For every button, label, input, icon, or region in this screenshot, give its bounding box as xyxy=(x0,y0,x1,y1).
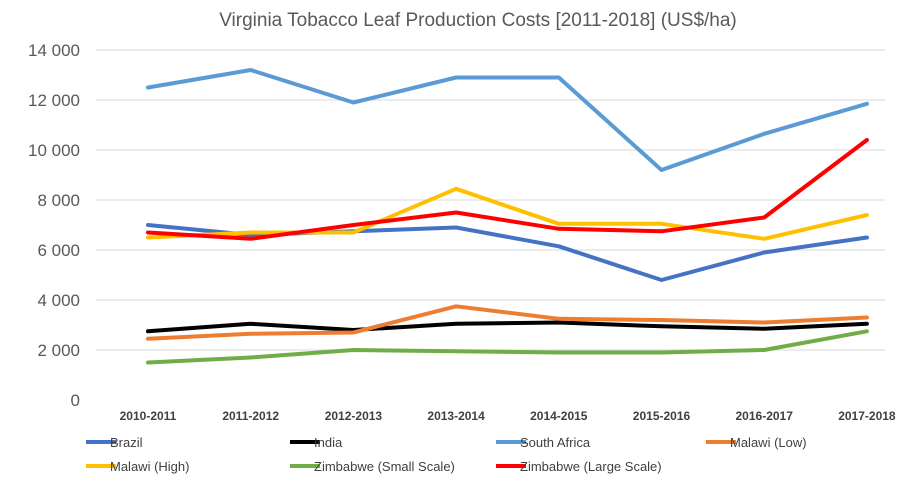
chart-title: Virginia Tobacco Leaf Production Costs [… xyxy=(219,10,737,31)
legend-item: Malawi (High) xyxy=(86,459,189,474)
y-tick-label: 6 000 xyxy=(37,241,80,260)
y-tick-label: 10 000 xyxy=(28,141,80,160)
x-tick-label: 2010-2011 xyxy=(120,409,177,423)
legend-item: India xyxy=(290,435,343,450)
legend-label: Malawi (High) xyxy=(110,459,189,474)
legend-item: Zimbabwe (Small Scale) xyxy=(290,459,455,474)
x-tick-label: 2017-2018 xyxy=(838,409,896,423)
y-axis: 0 2 000 4 000 6 000 8 000 10 000 12 000 14 000 xyxy=(28,41,80,410)
y-tick-label: 0 xyxy=(71,391,80,410)
y-tick-label: 8 000 xyxy=(37,191,80,210)
y-tick-label: 14 000 xyxy=(28,41,80,60)
x-tick-label: 2016-2017 xyxy=(736,409,794,423)
series-group xyxy=(146,68,869,365)
y-tick-label: 4 000 xyxy=(37,291,80,310)
legend-label: Zimbabwe (Large Scale) xyxy=(520,459,662,474)
legend-label: India xyxy=(314,435,343,450)
series-line-zimbabwe-small-scale xyxy=(146,329,869,365)
series-line-malawi-low xyxy=(146,304,869,341)
series-line-malawi-high xyxy=(146,186,869,241)
legend-label: South Africa xyxy=(520,435,591,450)
x-tick-label: 2015-2016 xyxy=(633,409,691,423)
series-line-india xyxy=(146,320,869,334)
legend-item: Zimbabwe (Large Scale) xyxy=(496,459,662,474)
series-line-south-africa xyxy=(146,68,869,172)
y-tick-label: 2 000 xyxy=(37,341,80,360)
legend-item: Malawi (Low) xyxy=(706,435,807,450)
legend-item: South Africa xyxy=(496,435,591,450)
x-tick-label: 2013-2014 xyxy=(427,409,485,423)
x-tick-label: 2014-2015 xyxy=(530,409,588,423)
x-tick-label: 2012-2013 xyxy=(325,409,383,423)
legend-label: Brazil xyxy=(110,435,143,450)
series-line-zimbabwe-large-scale xyxy=(146,138,869,241)
legend: Brazil India South Africa Malawi (Low) Malaw… xyxy=(86,435,807,474)
legend-label: Malawi (Low) xyxy=(730,435,807,450)
x-tick-label: 2011-2012 xyxy=(222,409,279,423)
x-axis: 2010-2011 2011-2012 2012-2013 2013-2014 2014… xyxy=(120,409,896,423)
y-tick-label: 12 000 xyxy=(28,91,80,110)
legend-item: Brazil xyxy=(86,435,143,450)
gridlines xyxy=(96,49,885,351)
legend-label: Zimbabwe (Small Scale) xyxy=(314,459,455,474)
